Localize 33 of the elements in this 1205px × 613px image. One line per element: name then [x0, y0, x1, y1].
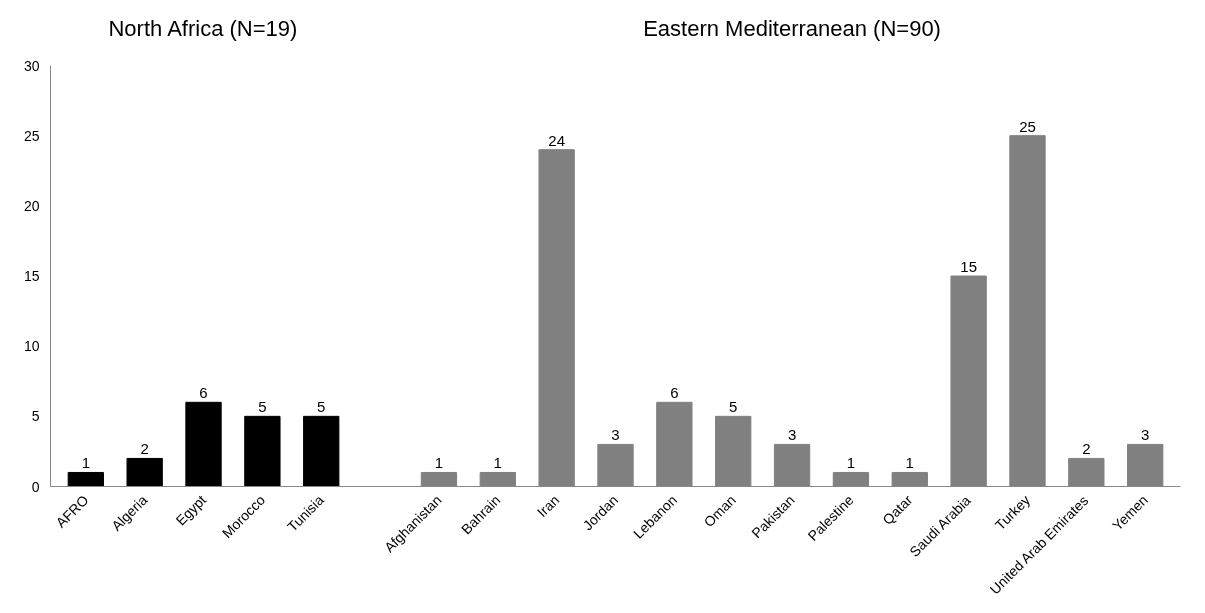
- data-label: 1: [846, 454, 856, 472]
- y-tick-label: 10: [23, 338, 40, 355]
- data-label: 3: [611, 426, 620, 444]
- data-label: 2: [140, 440, 149, 458]
- data-label: 1: [493, 454, 502, 472]
- data-label: 3: [1141, 426, 1150, 444]
- data-label: 5: [258, 398, 267, 416]
- data-label: 24: [548, 131, 565, 149]
- bar: [244, 415, 281, 487]
- y-tick-label: 20: [23, 197, 40, 214]
- bar: [303, 415, 340, 487]
- data-label: 3: [787, 426, 797, 444]
- x-tick-label: Iran: [533, 491, 563, 521]
- data-label: 15: [960, 258, 977, 275]
- text: North Africa (N=19): [108, 15, 298, 41]
- bar: [126, 457, 163, 487]
- y-tick-label: 0: [31, 478, 40, 495]
- data-label: 1: [905, 454, 914, 472]
- data-label: 1: [81, 454, 90, 472]
- data-label: 5: [729, 398, 738, 416]
- bar: [67, 471, 104, 487]
- data-label: 25: [1019, 117, 1036, 135]
- data-label: 1: [434, 454, 444, 472]
- data-label: 6: [670, 384, 679, 402]
- y-tick-label: 5: [31, 408, 40, 425]
- y-tick-label: 25: [23, 127, 40, 144]
- text: Eastern Mediterranean (N=90): [643, 15, 941, 41]
- bar: [185, 401, 222, 487]
- y-tick-label: 30: [23, 57, 40, 74]
- data-label: 6: [199, 384, 208, 402]
- y-tick-label: 15: [23, 268, 40, 284]
- data-label: 2: [1082, 440, 1091, 458]
- data-label: 5: [317, 398, 326, 416]
